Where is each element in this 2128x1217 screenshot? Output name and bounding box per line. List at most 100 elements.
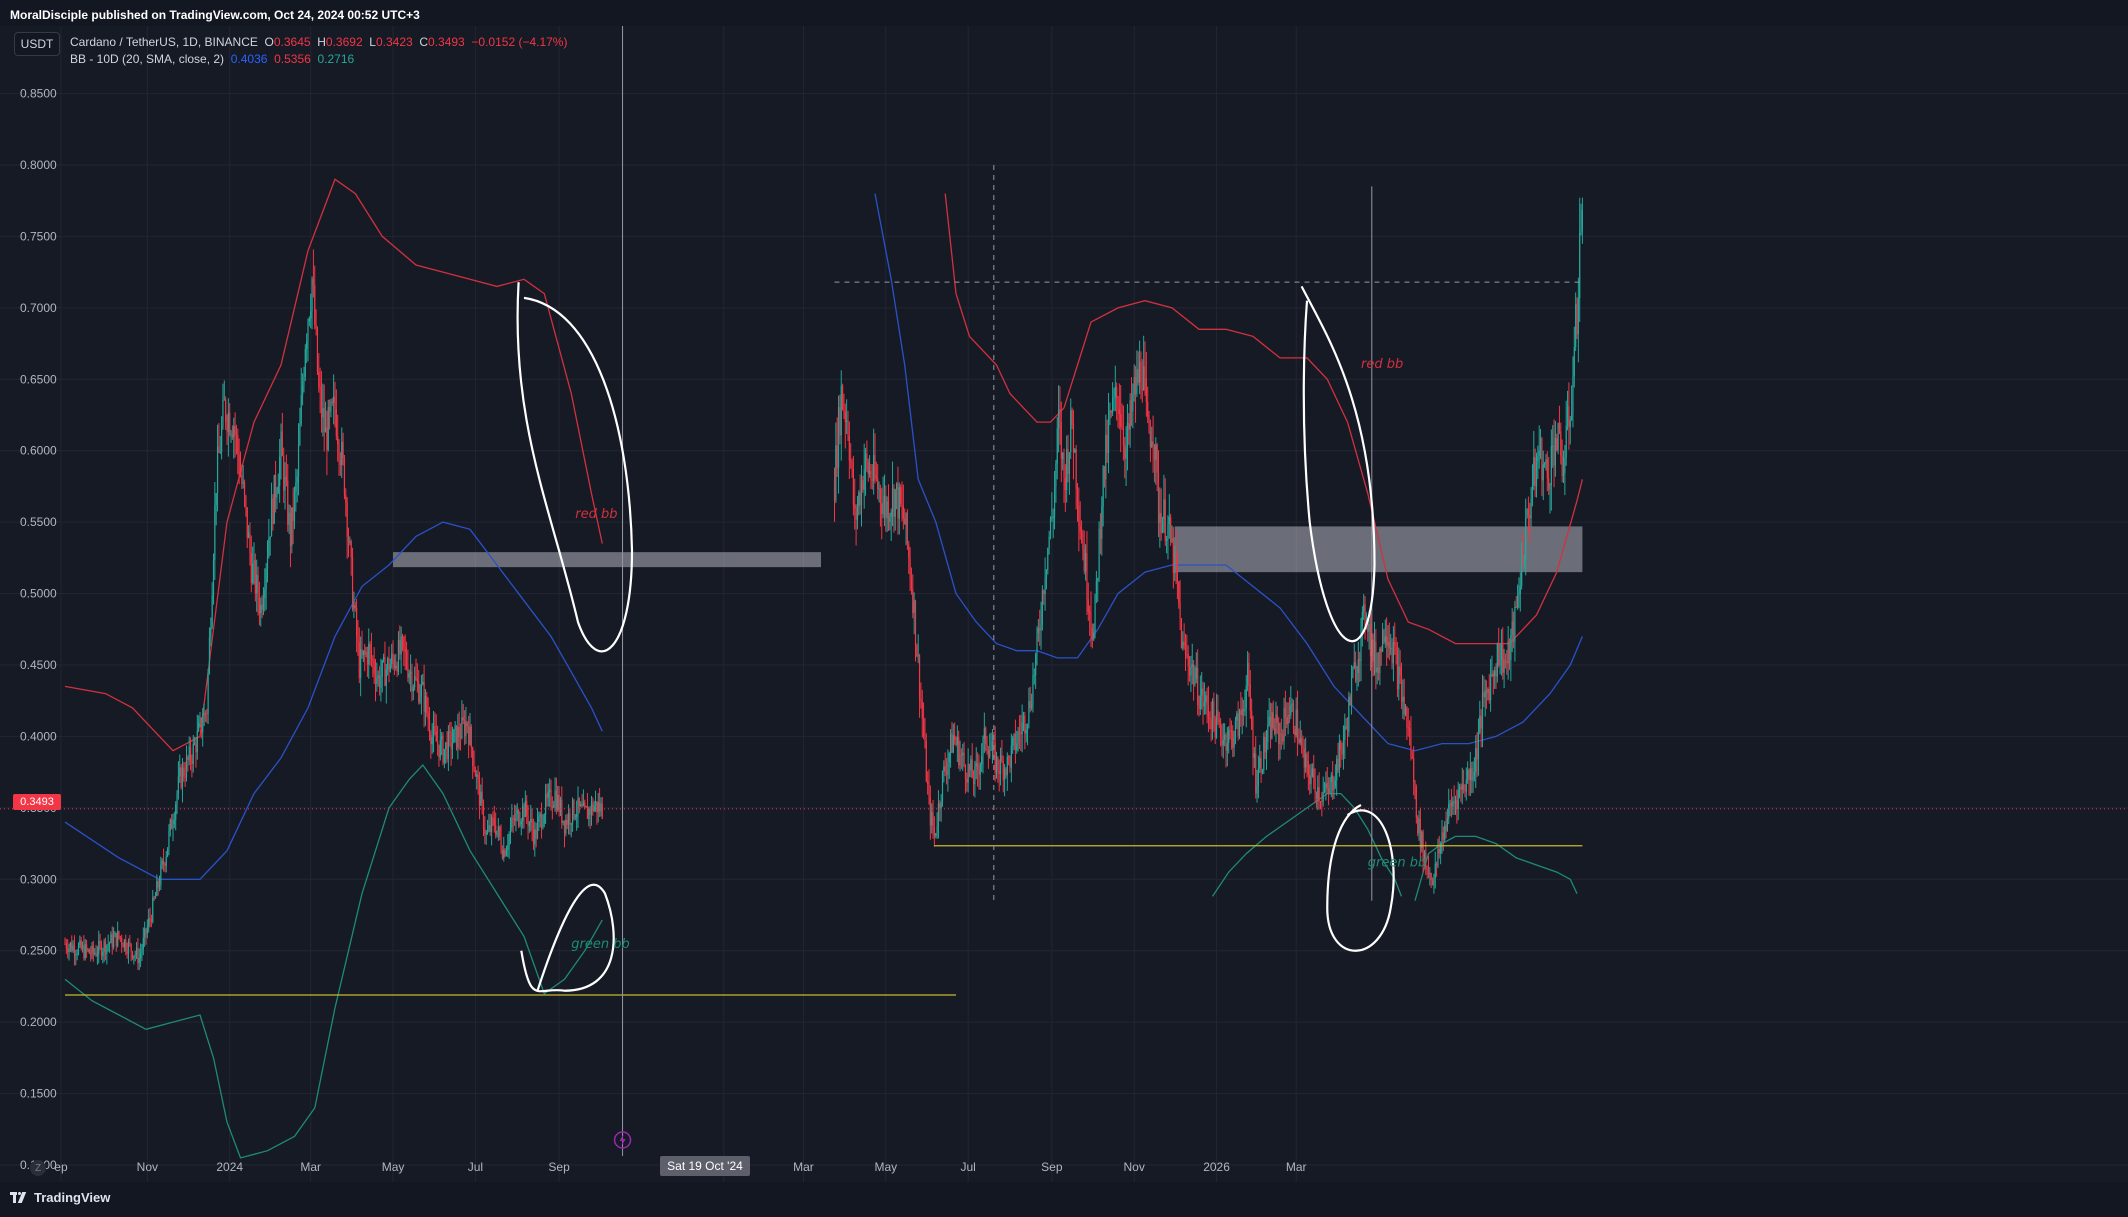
bar-replay-icon[interactable] <box>613 1131 632 1149</box>
history-candle <box>492 817 494 819</box>
projection-candle <box>1502 644 1504 673</box>
history-candle <box>81 945 84 949</box>
bb-title[interactable]: BB - 10D (20, SMA, close, 2) <box>70 52 225 66</box>
history-candle <box>523 805 525 818</box>
projection-candle <box>887 501 890 522</box>
history-candle <box>432 725 435 738</box>
projection-candle <box>979 764 981 775</box>
history-candle <box>578 797 580 807</box>
history-candle <box>233 426 235 438</box>
projection-candle <box>1566 406 1569 426</box>
history-candle <box>493 818 495 826</box>
projection-candle <box>1334 780 1336 787</box>
history-candle <box>567 813 570 825</box>
projection-candle <box>1157 472 1160 523</box>
projection-candle <box>854 504 856 509</box>
projection-candle <box>1422 831 1424 863</box>
annotation-label[interactable]: red bb <box>575 507 617 522</box>
history-candle <box>468 726 470 745</box>
projection-candle <box>1048 536 1050 548</box>
history-candle <box>252 563 254 583</box>
projection-candle <box>1229 730 1231 732</box>
projection-candle <box>945 771 948 775</box>
projection-candle <box>1473 771 1475 777</box>
projection-candle <box>867 461 869 475</box>
price-chart[interactable]: 0.8500 0.8000 0.7500 0.7000 0.6500 0.6000 0.55… <box>0 26 2128 1182</box>
hand-drawn-circle[interactable] <box>1326 804 1395 952</box>
hand-drawn-circle[interactable] <box>1300 285 1376 643</box>
currency-button[interactable]: USDT <box>14 32 60 56</box>
resistance-zone[interactable] <box>393 552 821 568</box>
projection-candle <box>1329 781 1331 794</box>
history-candle <box>162 860 165 864</box>
projection-candle <box>1508 640 1511 661</box>
projection-candle <box>925 741 927 782</box>
zoom-reset-button[interactable]: Z <box>30 1160 46 1176</box>
history-candle <box>350 541 352 558</box>
annotation-label[interactable]: green bb <box>571 937 629 952</box>
projection-candle <box>923 718 925 737</box>
history-candle <box>194 743 196 745</box>
history-candle <box>330 401 332 412</box>
projection-candle <box>1141 388 1143 390</box>
projection-candle <box>1480 715 1482 729</box>
hand-drawn-circle[interactable] <box>516 282 634 653</box>
symbol-title[interactable]: Cardano / TetherUS, 1D, BINANCE <box>70 35 258 49</box>
projection-candle <box>1194 678 1196 685</box>
hand-drawn-circle[interactable] <box>520 883 615 993</box>
annotation-label[interactable]: green bb <box>1368 855 1426 870</box>
projection-candle <box>891 488 894 512</box>
projection-candle <box>1132 394 1134 412</box>
projection-candle <box>1265 742 1268 753</box>
projection-candle <box>1446 818 1448 831</box>
history-candle <box>326 427 328 451</box>
projection-candle <box>1226 743 1228 751</box>
publish-header: MoralDisciple published on TradingView.c… <box>0 0 2128 26</box>
projection-candle <box>1525 518 1527 559</box>
projection-candle <box>1305 754 1307 768</box>
history-candle <box>104 941 107 954</box>
projection-candle <box>1064 477 1066 491</box>
projection-candle <box>1267 724 1269 743</box>
projection-candle <box>1058 409 1060 429</box>
chart-pane[interactable]: 0.8500 0.8000 0.7500 0.7000 0.6500 0.6000 0.55… <box>0 26 2128 1182</box>
projection-candle <box>1575 304 1577 348</box>
annotation-label[interactable]: red bb <box>1361 357 1403 372</box>
projection-candle <box>1241 709 1243 716</box>
projection-candle <box>1556 438 1558 451</box>
projection-candle <box>1296 709 1299 740</box>
tradingview-logo[interactable]: TradingView <box>10 1190 110 1205</box>
projection-candle <box>1052 516 1054 518</box>
projection-candle <box>1090 613 1092 629</box>
history-candle <box>524 800 526 818</box>
history-candle <box>385 669 387 686</box>
projection-candle <box>908 544 910 559</box>
projection-candle <box>1454 800 1457 804</box>
projection-candle <box>1377 667 1380 673</box>
projection-candle <box>1444 825 1446 840</box>
history-candle <box>316 328 319 372</box>
projection-candle <box>956 737 958 745</box>
history-candle <box>464 720 466 736</box>
history-candle <box>212 560 215 596</box>
history-candle <box>275 475 277 498</box>
x-tick-label: 2026 <box>1203 1160 1230 1174</box>
history-candle <box>319 387 321 390</box>
projection-candle <box>1253 753 1255 758</box>
history-candle <box>461 717 463 738</box>
resistance-zone[interactable] <box>1174 526 1583 573</box>
history-candle <box>106 945 108 954</box>
history-candle <box>161 860 163 865</box>
projection-candle <box>1287 715 1289 725</box>
projection-candle <box>1275 714 1277 734</box>
projection-candle <box>1008 756 1010 758</box>
projection-candle <box>1413 758 1415 783</box>
history-candle <box>496 830 498 836</box>
projection-candle <box>971 759 973 778</box>
history-candle <box>254 560 256 594</box>
projection-candle <box>1349 696 1351 706</box>
history-candle <box>361 649 363 656</box>
projection-candle <box>1233 738 1235 748</box>
projection-candle <box>1122 428 1124 446</box>
history-candle <box>87 949 89 951</box>
